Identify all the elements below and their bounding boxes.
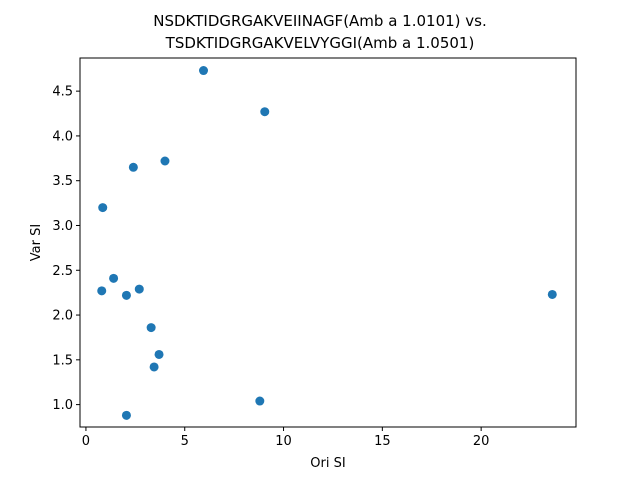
x-tick-label: 5	[181, 434, 189, 449]
y-tick-label: 2.5	[52, 264, 73, 279]
y-tick-label: 1.5	[52, 353, 73, 368]
data-point	[134, 284, 144, 294]
plot-frame	[79, 57, 577, 428]
x-tick-label: 0	[82, 434, 90, 449]
y-tick-label: 3.0	[52, 219, 73, 234]
y-axis-label: Var SI	[29, 224, 44, 261]
data-point	[154, 349, 164, 359]
x-tick-label: 15	[374, 434, 391, 449]
data-point	[149, 362, 159, 372]
y-tick-label: 4.0	[52, 129, 73, 144]
data-point	[199, 66, 209, 76]
data-point	[160, 156, 170, 166]
data-point	[121, 290, 131, 300]
points-layer	[97, 66, 557, 420]
y-tick-label: 4.5	[52, 85, 73, 100]
data-point	[98, 203, 108, 213]
data-point	[109, 273, 119, 283]
x-axis-ticks: 0 5 10 15 20	[82, 427, 490, 449]
data-point	[255, 396, 265, 406]
data-point	[547, 289, 557, 299]
x-tick-label: 20	[473, 434, 490, 449]
y-axis-ticks: 1.0 1.5 2.0 2.5 3.0 3.5 4.0 4.5	[52, 85, 80, 413]
y-tick-label: 2.0	[52, 309, 73, 324]
y-tick-label: 1.0	[52, 398, 73, 413]
chart-title-line-2: TSDKTIDGRGAKVELVYGGI(Amb a 1.0501)	[165, 34, 475, 52]
data-point	[97, 286, 107, 296]
data-point	[260, 107, 270, 117]
data-point	[128, 162, 138, 172]
data-point	[121, 410, 131, 420]
x-tick-label: 10	[275, 434, 292, 449]
chart-title-line-1: NSDKTIDGRGAKVEIINAGF(Amb a 1.0101) vs.	[153, 12, 487, 30]
data-point	[146, 323, 156, 333]
y-tick-label: 3.5	[52, 174, 73, 189]
x-axis-label: Ori SI	[310, 456, 345, 471]
